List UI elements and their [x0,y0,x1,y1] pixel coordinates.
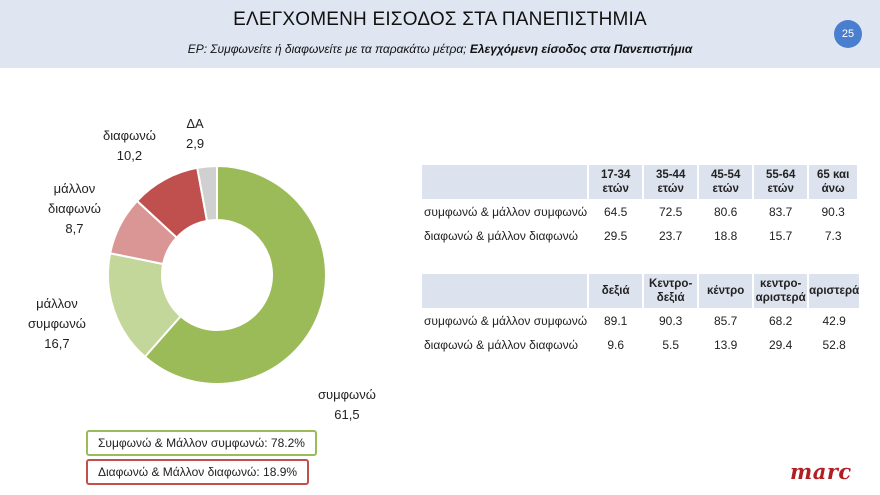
table-cell: 64.5 [603,205,628,219]
donut-slice [143,164,327,385]
table-cell: 42.9 [822,314,846,328]
table-row: συμφωνώ & μάλλον συμφωνώ 89.1 90.3 85.7 68.2… [422,310,859,332]
slice-label-name: ΔΑ [186,116,204,131]
table-cell: 9.6 [607,338,624,352]
table-cell: 90.3 [658,314,683,328]
page-title: ΕΛΕΓΧΟΜΕΝΗ ΕΙΣΟΔΟΣ ΣΤΑ ΠΑΝΕΠΙΣΤΗΜΙΑ [233,9,647,30]
marc-logo: marc [790,459,852,484]
table-cell: 68.2 [768,314,793,328]
slice-label: μάλλον διαφωνώ 8,7 [48,179,101,239]
table-corner [422,274,588,308]
slice-label: διαφωνώ 10,2 [103,126,156,166]
table-row: διαφωνώ & μάλλον διαφωνώ 9.6 5.5 13.9 29.4 52… [422,334,859,356]
table-row: διαφωνώ & μάλλον διαφωνώ 29.5 23.7 18.8 15.7… [422,225,857,247]
slice-label: μάλλον συμφωνώ 16,7 [28,294,86,354]
slice-label-name: μάλλον [36,296,78,311]
slice-label-name: συμφωνώ [28,316,86,331]
table-cell: 29.5 [603,229,628,243]
column-header: 55-64 ετών [754,165,808,199]
slice-label-value: 2,9 [186,136,205,151]
column-header: 17-34 ετών [589,165,643,199]
disagree-summary-box: Διαφωνώ & Μάλλον διαφωνώ: 18.9% [86,459,310,485]
column-header: δεξιά [589,274,643,308]
table-cell: 80.6 [713,205,738,219]
page-number-badge: 25 [834,20,862,48]
header-band [0,0,880,68]
column-header: αριστερά [809,274,860,308]
ideology-table: δεξιά Κεντρο-δεξιά κέντρο κεντρο-αριστερά αρ… [420,272,861,358]
row-label: συμφωνώ & μάλλον συμφωνώ [424,205,588,219]
slice-label-value: 61,5 [334,407,360,422]
age-table-body: συμφωνώ & μάλλον συμφωνώ 64.5 72.5 80.6 83.7… [422,201,857,247]
table-cell: 83.7 [768,205,793,219]
table-row: συμφωνώ & μάλλον συμφωνώ 64.5 72.5 80.6 83.7… [422,201,857,223]
table-corner [422,165,588,199]
slice-label-value: 16,7 [44,336,70,351]
table-cell: 89.1 [603,314,628,328]
slice-label-name: διαφωνώ [103,128,156,143]
table-cell: 23.7 [658,229,683,243]
donut-slice [196,164,218,223]
column-header: 35-44 ετών [644,165,698,199]
slice-label: συμφωνώ 61,5 [318,385,376,425]
table-cell: 7.3 [824,229,842,243]
ideology-table-header: δεξιά Κεντρο-δεξιά κέντρο κεντρο-αριστερά αρ… [422,274,860,308]
donut-chart [107,164,327,385]
table-cell: 5.5 [662,338,679,352]
table-cell: 13.9 [713,338,738,352]
row-label: συμφωνώ & μάλλον συμφωνώ [424,314,588,328]
slice-label-value: 10,2 [116,148,143,163]
age-table-header: 17-34 ετών 35-44 ετών 45-54 ετών 55-64 ετών 65 κ… [422,165,858,199]
column-header: κέντρο [699,274,753,308]
subtitle-topic: Ελεγχόμενη είσοδος στα Πανεπιστήμια [469,42,693,56]
column-header: 65 και άνω [809,165,858,199]
table-cell: 85.7 [713,314,738,328]
table-cell: 72.5 [658,205,683,219]
table-cell: 29.4 [768,338,793,352]
table-cell: 90.3 [821,205,845,219]
age-table: 17-34 ετών 35-44 ετών 45-54 ετών 55-64 ετών 65 κ… [420,163,859,249]
row-label: διαφωνώ & μάλλον διαφωνώ [424,229,578,243]
table-cell: 18.8 [713,229,738,243]
table-cell: 15.7 [768,229,793,243]
slice-label-name: διαφωνώ [48,201,101,216]
slice-label: ΔΑ 2,9 [186,114,204,154]
slice-label-name: συμφωνώ [318,387,376,402]
table-cell: 52.8 [822,338,846,352]
slice-label-name: μάλλον [53,181,96,196]
subtitle-question: ΕΡ: Συμφωνείτε ή διαφωνείτε με τα παρακά… [187,42,467,56]
column-header: κεντρο-αριστερά [754,274,808,308]
column-header: Κεντρο-δεξιά [644,274,698,308]
row-label: διαφωνώ & μάλλον διαφωνώ [424,338,578,352]
column-header: 45-54 ετών [699,165,753,199]
page-subtitle: ΕΡ: Συμφωνείτε ή διαφωνείτε με τα παρακά… [0,42,880,56]
slice-label-value: 8,7 [65,221,84,236]
ideology-table-body: συμφωνώ & μάλλον συμφωνώ 89.1 90.3 85.7 68.2… [422,310,859,356]
agree-summary-box: Συμφωνώ & Μάλλον συμφωνώ: 78.2% [86,430,317,456]
